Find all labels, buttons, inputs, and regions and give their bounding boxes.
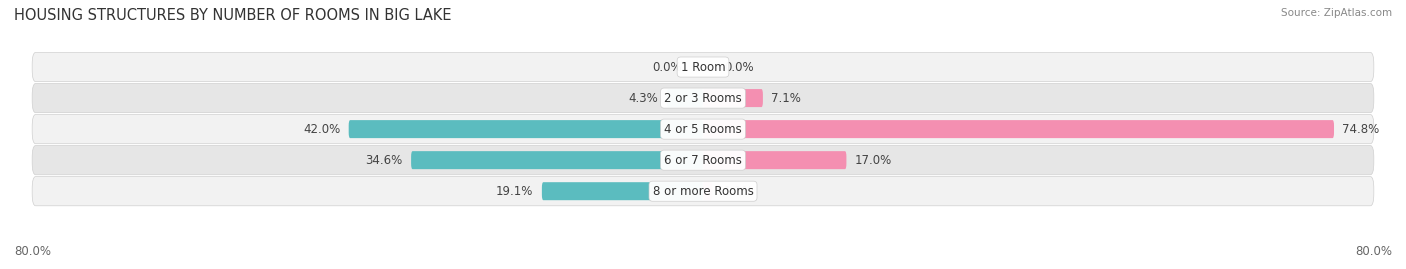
FancyBboxPatch shape [411, 151, 703, 169]
FancyBboxPatch shape [541, 182, 703, 200]
FancyBboxPatch shape [32, 52, 1374, 82]
FancyBboxPatch shape [703, 89, 763, 107]
Text: 6 or 7 Rooms: 6 or 7 Rooms [664, 154, 742, 167]
Text: 0.0%: 0.0% [652, 61, 682, 73]
FancyBboxPatch shape [666, 89, 703, 107]
FancyBboxPatch shape [703, 182, 713, 200]
Text: 42.0%: 42.0% [304, 123, 340, 136]
FancyBboxPatch shape [32, 115, 1374, 144]
FancyBboxPatch shape [32, 177, 1374, 206]
Text: 17.0%: 17.0% [855, 154, 891, 167]
FancyBboxPatch shape [703, 151, 846, 169]
Text: 74.8%: 74.8% [1343, 123, 1379, 136]
Text: 2 or 3 Rooms: 2 or 3 Rooms [664, 91, 742, 105]
Text: 1 Room: 1 Room [681, 61, 725, 73]
Text: HOUSING STRUCTURES BY NUMBER OF ROOMS IN BIG LAKE: HOUSING STRUCTURES BY NUMBER OF ROOMS IN… [14, 8, 451, 23]
Text: 7.1%: 7.1% [772, 91, 801, 105]
Text: Source: ZipAtlas.com: Source: ZipAtlas.com [1281, 8, 1392, 18]
Text: 80.0%: 80.0% [14, 245, 51, 258]
Text: 80.0%: 80.0% [1355, 245, 1392, 258]
FancyBboxPatch shape [703, 120, 1334, 138]
Text: 4.3%: 4.3% [628, 91, 658, 105]
Text: 4 or 5 Rooms: 4 or 5 Rooms [664, 123, 742, 136]
Text: 34.6%: 34.6% [366, 154, 402, 167]
Text: 19.1%: 19.1% [496, 185, 533, 198]
FancyBboxPatch shape [349, 120, 703, 138]
Legend: Owner-occupied, Renter-occupied: Owner-occupied, Renter-occupied [571, 264, 835, 269]
Text: 0.0%: 0.0% [724, 61, 754, 73]
Text: 8 or more Rooms: 8 or more Rooms [652, 185, 754, 198]
FancyBboxPatch shape [32, 83, 1374, 113]
Text: 1.1%: 1.1% [724, 185, 754, 198]
FancyBboxPatch shape [32, 146, 1374, 175]
